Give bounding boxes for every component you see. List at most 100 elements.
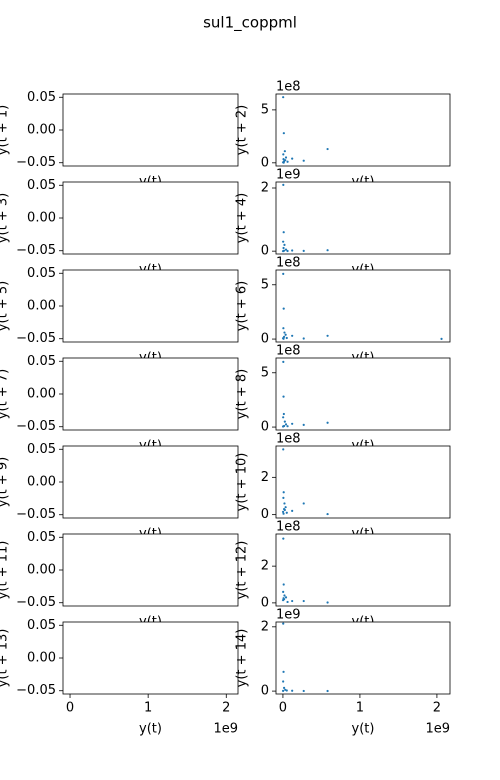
- y-tick-label: 0: [261, 420, 269, 435]
- point: [326, 249, 329, 252]
- y-axis-label: y(t + 2): [235, 105, 250, 155]
- y-tick-label: 0: [261, 507, 269, 522]
- point: [291, 334, 294, 337]
- y-offset-label: 1e9: [276, 168, 301, 183]
- axes: [275, 93, 451, 167]
- y-tick-label: 0.00: [27, 475, 56, 490]
- y-offset-label: 1e8: [276, 344, 301, 359]
- y-axis-label: y(t + 5): [0, 281, 11, 331]
- y-tick-label: 2: [261, 559, 269, 574]
- y-tick-label: 2: [261, 619, 269, 634]
- point: [291, 157, 294, 160]
- point: [282, 307, 285, 310]
- y-tick-label: −0.05: [16, 243, 56, 258]
- y-tick-label: −0.05: [16, 683, 56, 698]
- point: [282, 231, 285, 234]
- point: [283, 150, 286, 153]
- point: [284, 506, 287, 509]
- point: [282, 590, 285, 593]
- x-offset-label: 1e9: [425, 722, 450, 737]
- point: [302, 423, 305, 426]
- point: [283, 243, 286, 246]
- point: [282, 183, 285, 186]
- x-axis-label: y(t): [139, 722, 162, 737]
- point: [283, 502, 286, 505]
- x-tick-label: 0: [66, 701, 74, 716]
- point: [281, 689, 285, 692]
- y-axis-label: y(t + 11): [0, 541, 11, 600]
- point: [283, 331, 286, 334]
- y-tick-label: −0.05: [16, 331, 56, 346]
- point: [282, 395, 285, 398]
- point: [282, 583, 285, 586]
- point: [281, 510, 285, 513]
- point: [282, 597, 285, 600]
- point: [286, 249, 289, 253]
- y-axis-label: y(t + 9): [0, 457, 11, 507]
- point: [291, 599, 294, 603]
- y-tick-label: 0.05: [27, 354, 56, 369]
- y-tick-label: 0: [261, 155, 269, 170]
- y-tick-label: 5: [261, 102, 269, 117]
- point: [302, 599, 305, 603]
- y-tick-label: 0.00: [27, 123, 56, 138]
- point: [284, 423, 288, 426]
- y-tick-label: 5: [261, 365, 269, 380]
- y-tick-label: −0.05: [16, 155, 56, 170]
- y-tick-label: 0.00: [27, 299, 56, 314]
- y-offset-label: 1e8: [276, 432, 301, 447]
- point: [284, 333, 287, 336]
- point: [282, 496, 285, 499]
- point: [284, 596, 288, 599]
- y-tick-label: −0.05: [16, 419, 56, 434]
- point: [282, 491, 285, 494]
- y-offset-label: 1e8: [276, 520, 301, 535]
- y-tick-label: 0.00: [27, 651, 56, 666]
- point: [285, 336, 288, 340]
- y-axis-label: y(t + 6): [235, 281, 250, 331]
- point: [326, 689, 329, 693]
- x-tick-label: 1: [144, 701, 152, 716]
- y-tick-label: 2: [261, 470, 269, 485]
- point: [291, 689, 294, 692]
- y-tick-label: 0.00: [27, 387, 56, 402]
- y-axis-label: y(t + 1): [0, 105, 11, 155]
- y-tick-label: 0: [261, 684, 269, 699]
- point: [440, 337, 443, 340]
- x-tick-label: 2: [433, 701, 441, 716]
- axes: [62, 357, 239, 431]
- x-offset-label: 1e9: [213, 722, 238, 737]
- point: [326, 601, 329, 604]
- point: [326, 147, 329, 151]
- y-axis-label: y(t + 3): [0, 193, 11, 243]
- point: [291, 249, 294, 252]
- point: [282, 537, 285, 540]
- y-tick-label: 0: [261, 595, 269, 610]
- axes: [62, 93, 239, 167]
- y-axis-label: y(t + 4): [235, 193, 250, 243]
- y-tick-label: 0: [261, 332, 269, 347]
- point: [282, 132, 285, 135]
- axes: [275, 445, 451, 519]
- y-tick-label: 0.05: [27, 266, 56, 281]
- point: [283, 594, 286, 597]
- y-offset-label: 1e8: [276, 256, 301, 271]
- axes: [62, 445, 239, 519]
- y-axis-label: y(t + 14): [235, 629, 250, 688]
- point: [282, 416, 285, 419]
- point: [282, 158, 285, 161]
- axes: [275, 357, 451, 431]
- y-tick-label: −0.05: [16, 595, 56, 610]
- axes: [275, 621, 451, 695]
- point: [286, 160, 289, 163]
- point: [282, 337, 285, 340]
- point: [326, 334, 329, 337]
- point: [291, 509, 294, 513]
- point: [282, 327, 285, 330]
- axes: [62, 269, 239, 343]
- point: [285, 689, 288, 692]
- axes: [62, 533, 239, 607]
- x-axis-label: y(t): [352, 722, 375, 737]
- point: [286, 600, 289, 604]
